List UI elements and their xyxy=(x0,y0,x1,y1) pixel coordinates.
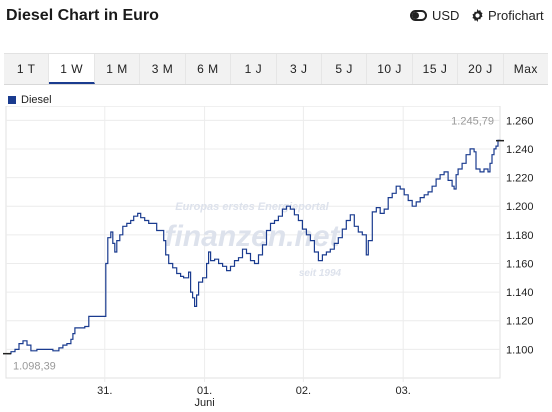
y-tick-label: 1.160 xyxy=(506,258,534,270)
plot-border xyxy=(5,106,501,379)
tab-1-monat[interactable]: 1 M xyxy=(95,54,141,84)
tab-1-tag[interactable]: 1 T xyxy=(4,54,50,84)
x-tick-label: 02. xyxy=(296,385,311,397)
price-chart[interactable]: Europas erstes Energieportal finanzen.ne… xyxy=(0,106,552,412)
y-tick-label: 1.260 xyxy=(506,115,534,127)
tab-3-jahre[interactable]: 3 J xyxy=(277,54,322,84)
legend-label: Diesel xyxy=(21,94,52,106)
tab-1-woche[interactable]: 1 W xyxy=(49,54,95,84)
y-tick-label: 1.140 xyxy=(506,287,534,299)
currency-label: USD xyxy=(432,8,460,23)
page-title: Diesel Chart in Euro xyxy=(6,7,159,24)
tab-1-jahr[interactable]: 1 J xyxy=(231,54,277,84)
chart-legend[interactable]: Diesel xyxy=(8,94,52,106)
tab-10-jahre[interactable]: 10 J xyxy=(367,54,413,84)
first-value-label: 1.098,39 xyxy=(13,361,56,373)
y-axis: 1.100 1.120 1.140 1.160 1.180 1.200 1.220 1.240… xyxy=(506,115,534,356)
tab-20-jahre[interactable]: 20 J xyxy=(458,54,504,84)
x-tick-label: 03. xyxy=(396,385,411,397)
y-tick-label: 1.180 xyxy=(506,230,534,242)
y-tick-label: 1.240 xyxy=(506,144,534,156)
x-tick-sublabel: Juni xyxy=(195,397,215,409)
time-range-tabs: 1 T 1 W 1 M 3 M 6 M 1 J 3 J 5 J 10 J 15 … xyxy=(4,53,548,85)
tab-max[interactable]: Max xyxy=(513,62,538,76)
x-tick-label: 31. xyxy=(97,385,112,397)
watermark: Europas erstes Energieportal finanzen.ne… xyxy=(164,201,341,279)
profichart-link[interactable]: Profichart xyxy=(471,8,544,23)
y-tick-label: 1.200 xyxy=(506,201,534,213)
y-tick-label: 1.120 xyxy=(506,316,534,328)
tab-6-monate[interactable]: 6 M xyxy=(186,54,232,84)
y-tick-label: 1.220 xyxy=(506,173,534,185)
diesel-series-line xyxy=(7,139,501,355)
last-value-label: 1.245,79 xyxy=(451,116,494,128)
watermark-line3: seit 1994 xyxy=(299,268,342,279)
gear-icon xyxy=(472,9,483,22)
watermark-line1: Europas erstes Energieportal xyxy=(175,201,329,213)
profichart-label: Profichart xyxy=(488,8,544,23)
legend-swatch xyxy=(8,96,16,104)
x-axis: 31. 01.Juni 02. 03. xyxy=(97,385,411,409)
toggle-switch-icon[interactable] xyxy=(410,10,427,21)
tab-5-jahre[interactable]: 5 J xyxy=(322,54,368,84)
x-tick-label: 01. xyxy=(197,385,212,397)
tab-15-jahre[interactable]: 15 J xyxy=(413,54,459,84)
watermark-logo: finanzen.net xyxy=(164,220,341,253)
header: Diesel Chart in Euro USD Profichart xyxy=(0,0,552,34)
currency-toggle[interactable]: USD xyxy=(410,8,459,23)
chart-grid xyxy=(5,106,501,382)
y-tick-label: 1.100 xyxy=(506,344,534,356)
tab-3-monate[interactable]: 3 M xyxy=(140,54,186,84)
